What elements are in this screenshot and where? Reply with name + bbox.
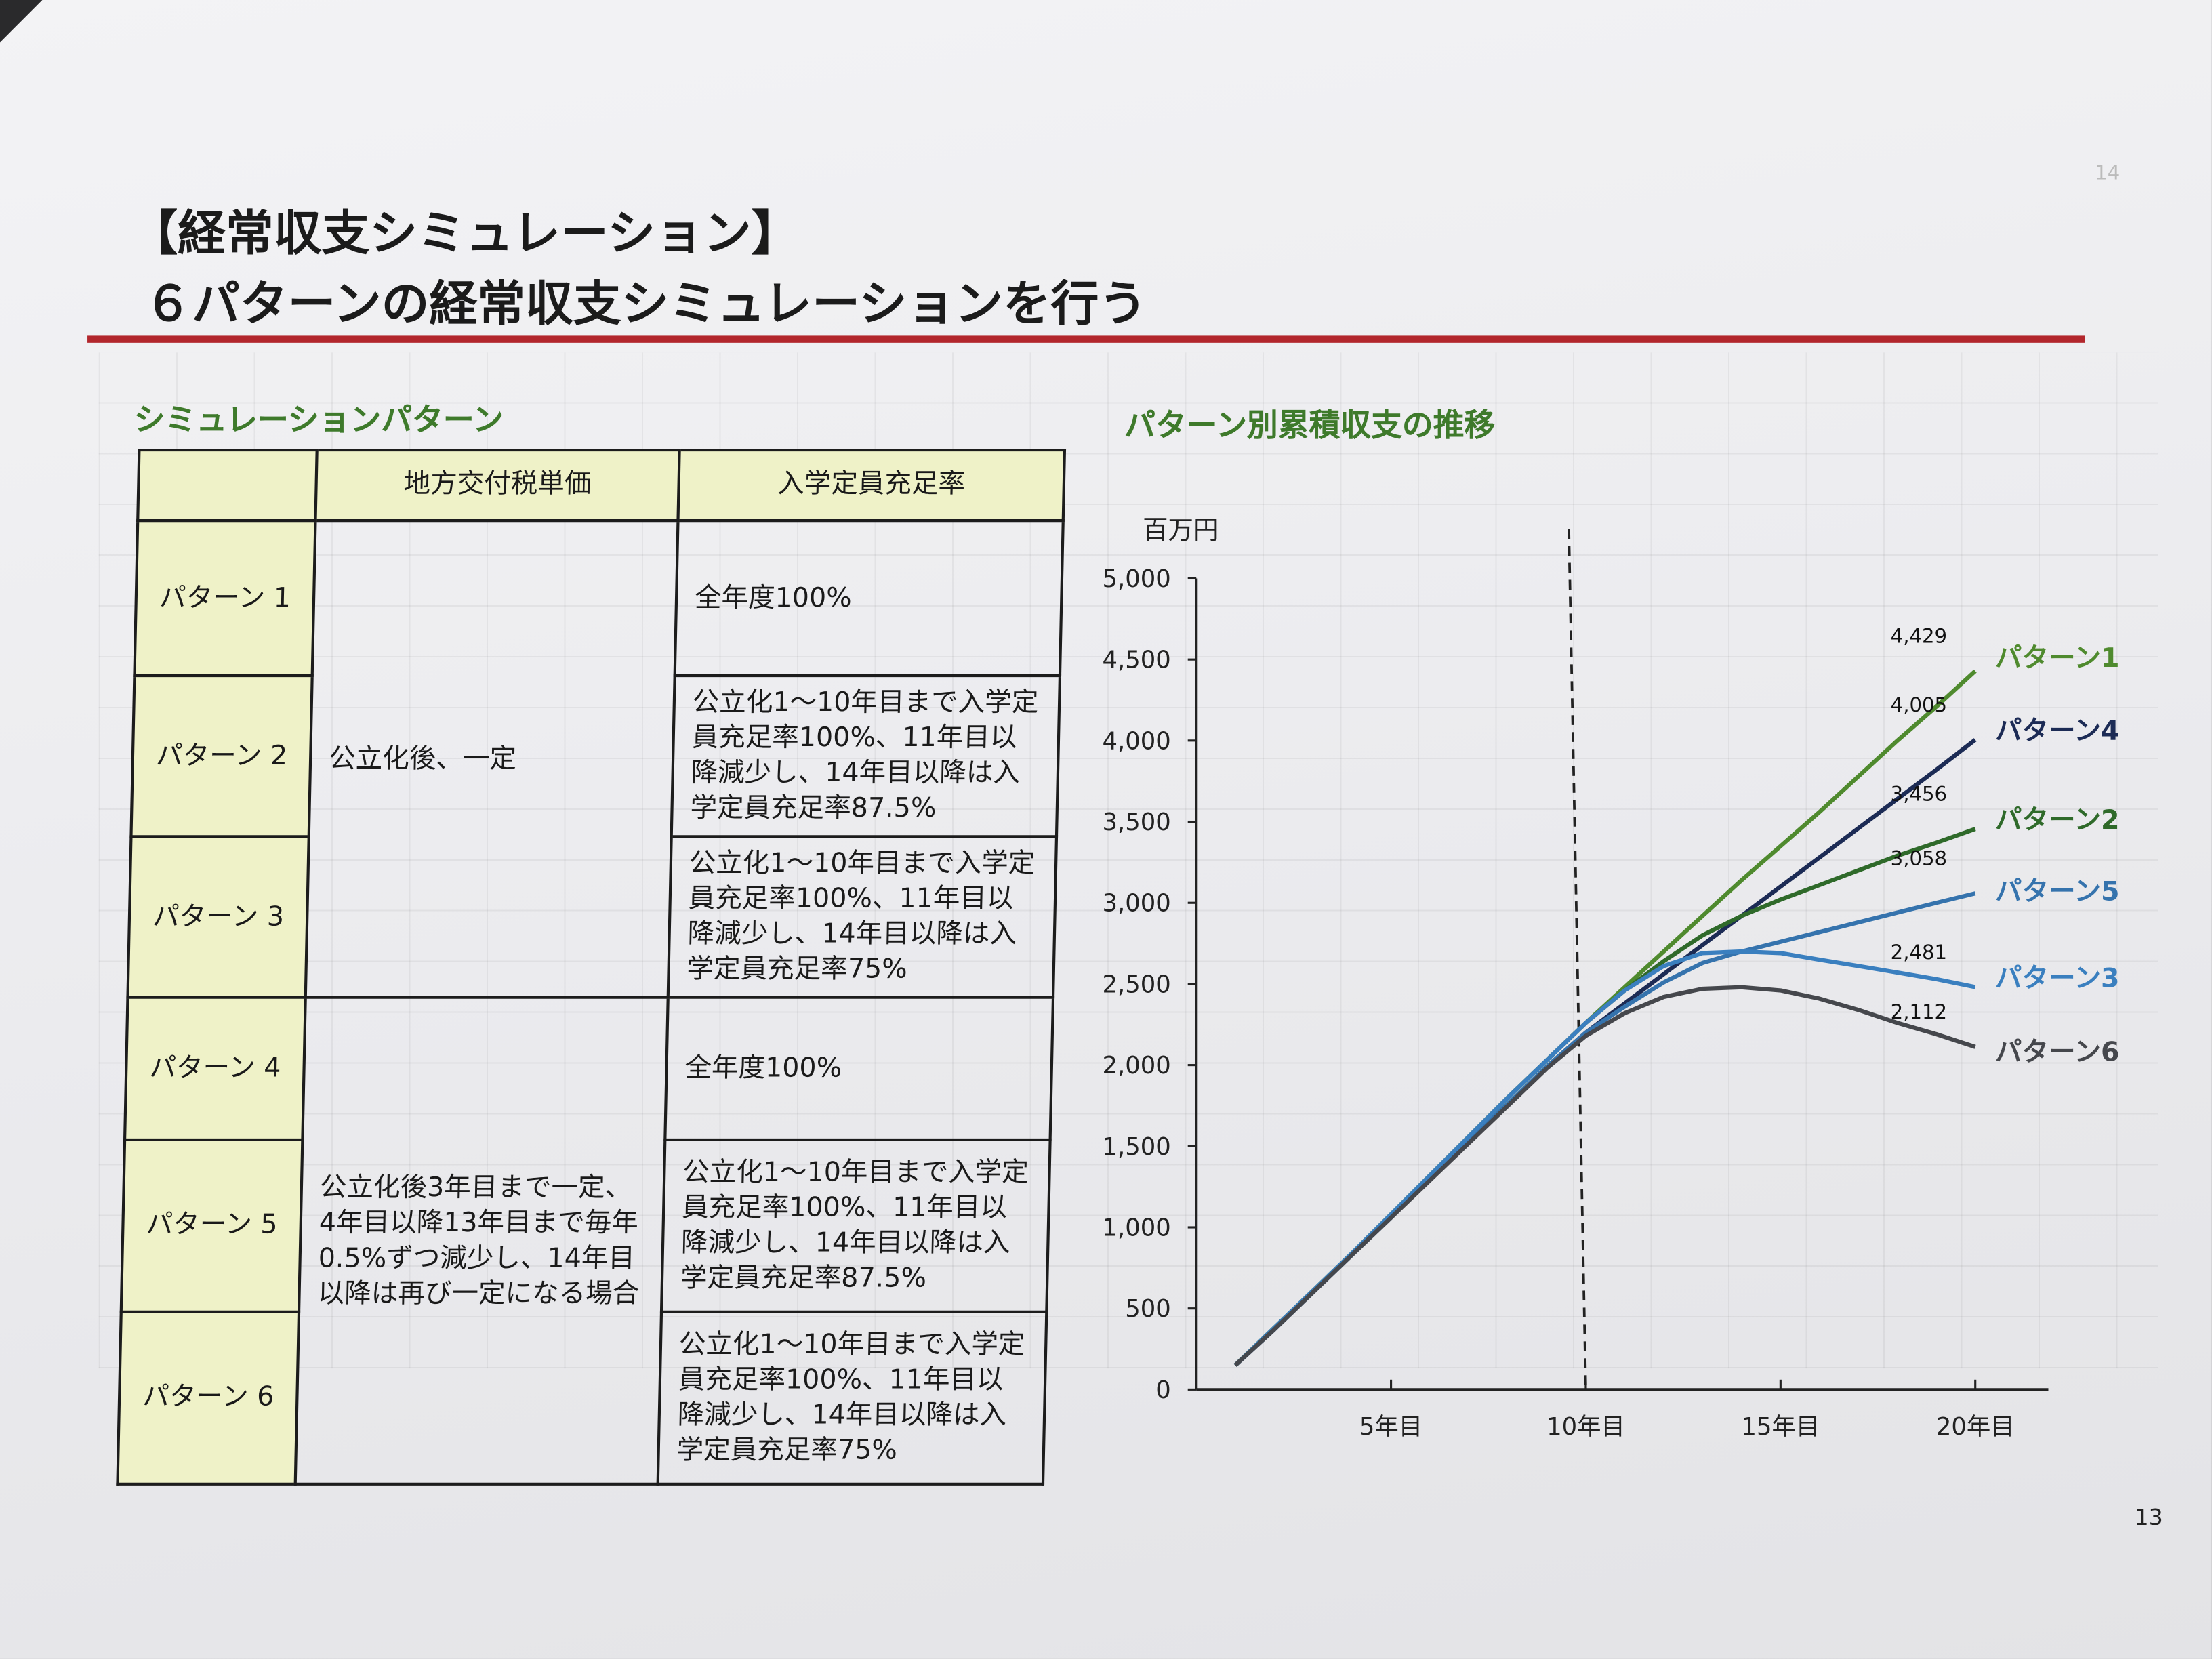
series-name-label: パターン4 [1995,716,2120,747]
x-tick-label: 20年目 [1936,1413,2015,1441]
series-name-label: パターン1 [1995,642,2120,674]
cumulative-balance-line-chart: 百万円 0 500 1,000 1,500 2,000 2,500 3,000 3,500 4,0… [1102,515,2120,1441]
tax-cell: 公立化後3年目まで一定、4年目以降13年目まで毎年0.5%ずつ減少し、14年目以… [295,998,668,1484]
y-tick-label: 0 [1155,1376,1171,1404]
rate-cell: 公立化1～10年目まで入学定員充足率100%、11年目以降減少し、14年目以降は… [671,676,1060,838]
y-tick-label: 2,000 [1102,1052,1170,1080]
series-line [1233,827,1976,1367]
table-heading: シミュレーションパターン [134,403,504,439]
end-value-label: 4,429 [1891,625,1947,648]
y-tick-label: 5,000 [1102,565,1170,593]
pattern-label: パターン 1 [134,520,316,676]
header-enrollment: 入学定員充足率 [678,450,1065,521]
series-line [1233,985,1976,1367]
series-name-label: パターン6 [1995,1037,2120,1068]
slide-subtitle: ６パターンの経常収支シミュレーションを行う [144,276,1147,333]
slide-title: 【経常収支シミュレーション】 [129,205,800,263]
x-tick-label: 5年目 [1359,1413,1422,1441]
series-line [1233,891,1976,1367]
rate-cell: 全年度100% [665,998,1053,1140]
series-line [1233,738,1977,1367]
series-name-label: パターン5 [1995,876,2120,907]
rate-cell: 全年度100% [674,520,1063,676]
end-value-label: 4,005 [1891,693,1947,716]
tax-cell: 公立化後、一定 [305,520,678,998]
reference-line-year-10 [1568,529,1587,1390]
pattern-label: パターン 4 [125,998,306,1140]
series-name-label: パターン3 [1995,962,2120,994]
faint-page-number: 14 [2095,162,2121,185]
page-number: 13 [2134,1503,2163,1531]
pattern-label: パターン 2 [131,676,312,838]
header-blank [138,450,317,521]
end-value-label: 3,058 [1891,847,1947,870]
y-axis-unit-label: 百万円 [1143,515,1218,545]
pattern-label: パターン 6 [117,1311,300,1484]
rate-cell: 公立化1～10年目まで入学定員充足率100%、11年目以降減少し、14年目以降は… [661,1139,1050,1312]
x-tick-label: 15年目 [1741,1413,1820,1441]
series-name-label: パターン2 [1995,804,2120,836]
simulation-pattern-table: 地方交付税単価 入学定員充足率 パターン 1 公立化後、一定 全年度100% パ… [116,449,1066,1486]
header-tax: 地方交付税単価 [315,450,680,521]
y-tick-label: 2,500 [1102,970,1170,998]
end-value-label: 3,456 [1891,782,1947,805]
chart-title: パターン別累積収支の推移 [1124,409,1496,445]
y-tick-label: 3,500 [1102,808,1170,836]
rate-cell: 公立化1～10年目まで入学定員充足率100%、11年目以降減少し、14年目以降は… [657,1311,1047,1484]
rate-cell: 公立化1～10年目まで入学定員充足率100%、11年目以降減少し、14年目以降は… [668,837,1057,998]
y-tick-label: 1,000 [1102,1214,1170,1242]
y-tick-label: 1,500 [1102,1133,1170,1161]
end-value-label: 2,481 [1891,941,1947,964]
end-value-label: 2,112 [1891,1000,1947,1023]
x-tick-label: 10年目 [1547,1413,1625,1441]
y-tick-label: 3,000 [1102,890,1170,918]
y-tick-label: 4,000 [1102,727,1170,755]
y-tick-label: 500 [1125,1295,1171,1323]
title-divider [87,335,2085,343]
y-tick-label: 4,500 [1102,647,1170,674]
pattern-label: パターン 5 [121,1139,303,1312]
pattern-label: パターン 3 [127,837,309,998]
